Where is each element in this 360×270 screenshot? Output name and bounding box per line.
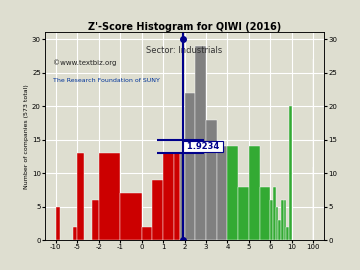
Bar xyxy=(249,146,260,240)
Text: The Research Foundation of SUNY: The Research Foundation of SUNY xyxy=(53,78,160,83)
Bar xyxy=(91,200,99,240)
Bar xyxy=(141,227,152,240)
Bar xyxy=(163,153,174,240)
Title: Z'-Score Histogram for QIWI (2016): Z'-Score Histogram for QIWI (2016) xyxy=(88,22,281,32)
Bar xyxy=(73,227,77,240)
Bar xyxy=(206,120,217,240)
Y-axis label: Number of companies (573 total): Number of companies (573 total) xyxy=(24,84,29,189)
Bar xyxy=(287,227,289,240)
Bar xyxy=(99,153,120,240)
Bar xyxy=(289,106,292,240)
Bar xyxy=(152,180,163,240)
Bar xyxy=(180,153,185,240)
Bar xyxy=(273,187,276,240)
Bar xyxy=(195,46,206,240)
Bar xyxy=(185,93,195,240)
Text: Sector: Industrials: Sector: Industrials xyxy=(147,46,222,55)
Bar xyxy=(284,200,287,240)
Bar xyxy=(276,207,278,240)
Bar xyxy=(278,220,281,240)
Bar xyxy=(238,187,249,240)
Bar xyxy=(228,146,238,240)
Bar xyxy=(174,153,180,240)
Text: ©www.textbiz.org: ©www.textbiz.org xyxy=(53,59,117,66)
Bar xyxy=(56,207,60,240)
Bar xyxy=(217,146,228,240)
Text: 1.9234: 1.9234 xyxy=(184,142,222,151)
Bar xyxy=(260,187,270,240)
Bar xyxy=(281,200,284,240)
Bar xyxy=(270,200,273,240)
Bar xyxy=(77,153,84,240)
Bar xyxy=(120,193,141,240)
